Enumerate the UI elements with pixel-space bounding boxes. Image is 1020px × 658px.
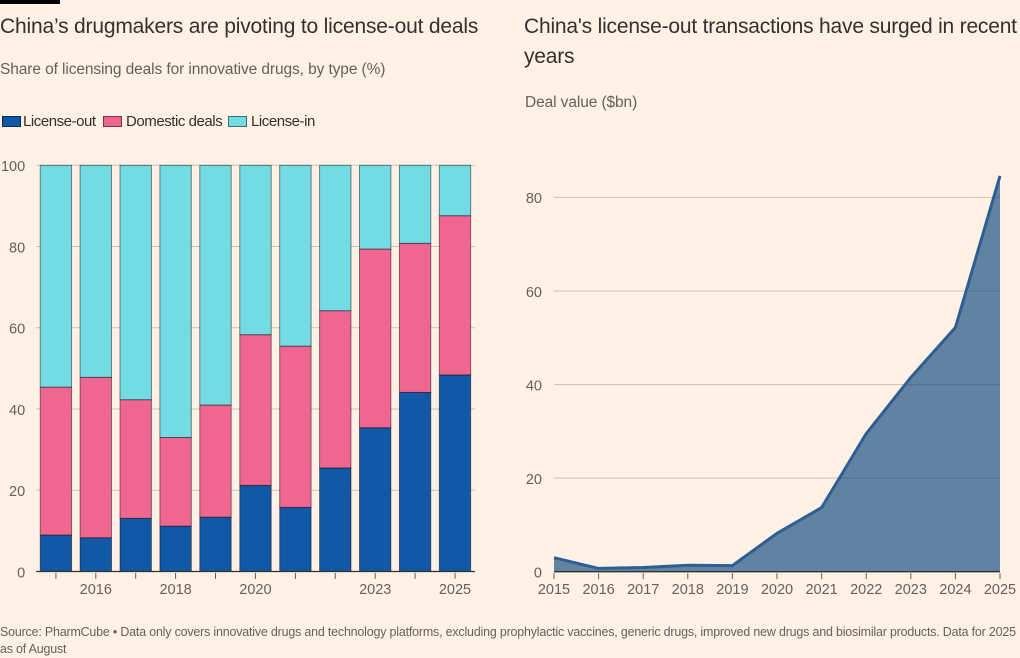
svg-text:2024: 2024: [939, 582, 971, 598]
svg-text:2018: 2018: [159, 582, 191, 598]
svg-text:60: 60: [9, 322, 25, 338]
svg-text:20: 20: [526, 472, 542, 488]
svg-text:2019: 2019: [716, 582, 748, 598]
svg-text:2017: 2017: [627, 582, 659, 598]
svg-text:2021: 2021: [805, 582, 837, 598]
svg-text:2018: 2018: [672, 582, 704, 598]
svg-text:40: 40: [526, 378, 542, 394]
svg-text:2023: 2023: [359, 582, 391, 598]
svg-text:80: 80: [9, 240, 25, 256]
svg-text:2020: 2020: [239, 582, 271, 598]
svg-text:2016: 2016: [582, 582, 614, 598]
svg-text:2015: 2015: [538, 582, 570, 598]
svg-text:2020: 2020: [761, 582, 793, 598]
svg-text:40: 40: [9, 403, 25, 419]
svg-text:80: 80: [526, 191, 542, 207]
svg-text:2022: 2022: [850, 582, 882, 598]
svg-text:2025: 2025: [984, 582, 1016, 598]
svg-text:60: 60: [526, 285, 542, 301]
svg-text:2016: 2016: [80, 582, 112, 598]
svg-text:100: 100: [1, 159, 25, 175]
svg-text:2025: 2025: [439, 582, 471, 598]
svg-text:0: 0: [17, 565, 25, 581]
svg-text:2023: 2023: [895, 582, 927, 598]
svg-text:20: 20: [9, 484, 25, 500]
svg-text:0: 0: [534, 566, 542, 582]
